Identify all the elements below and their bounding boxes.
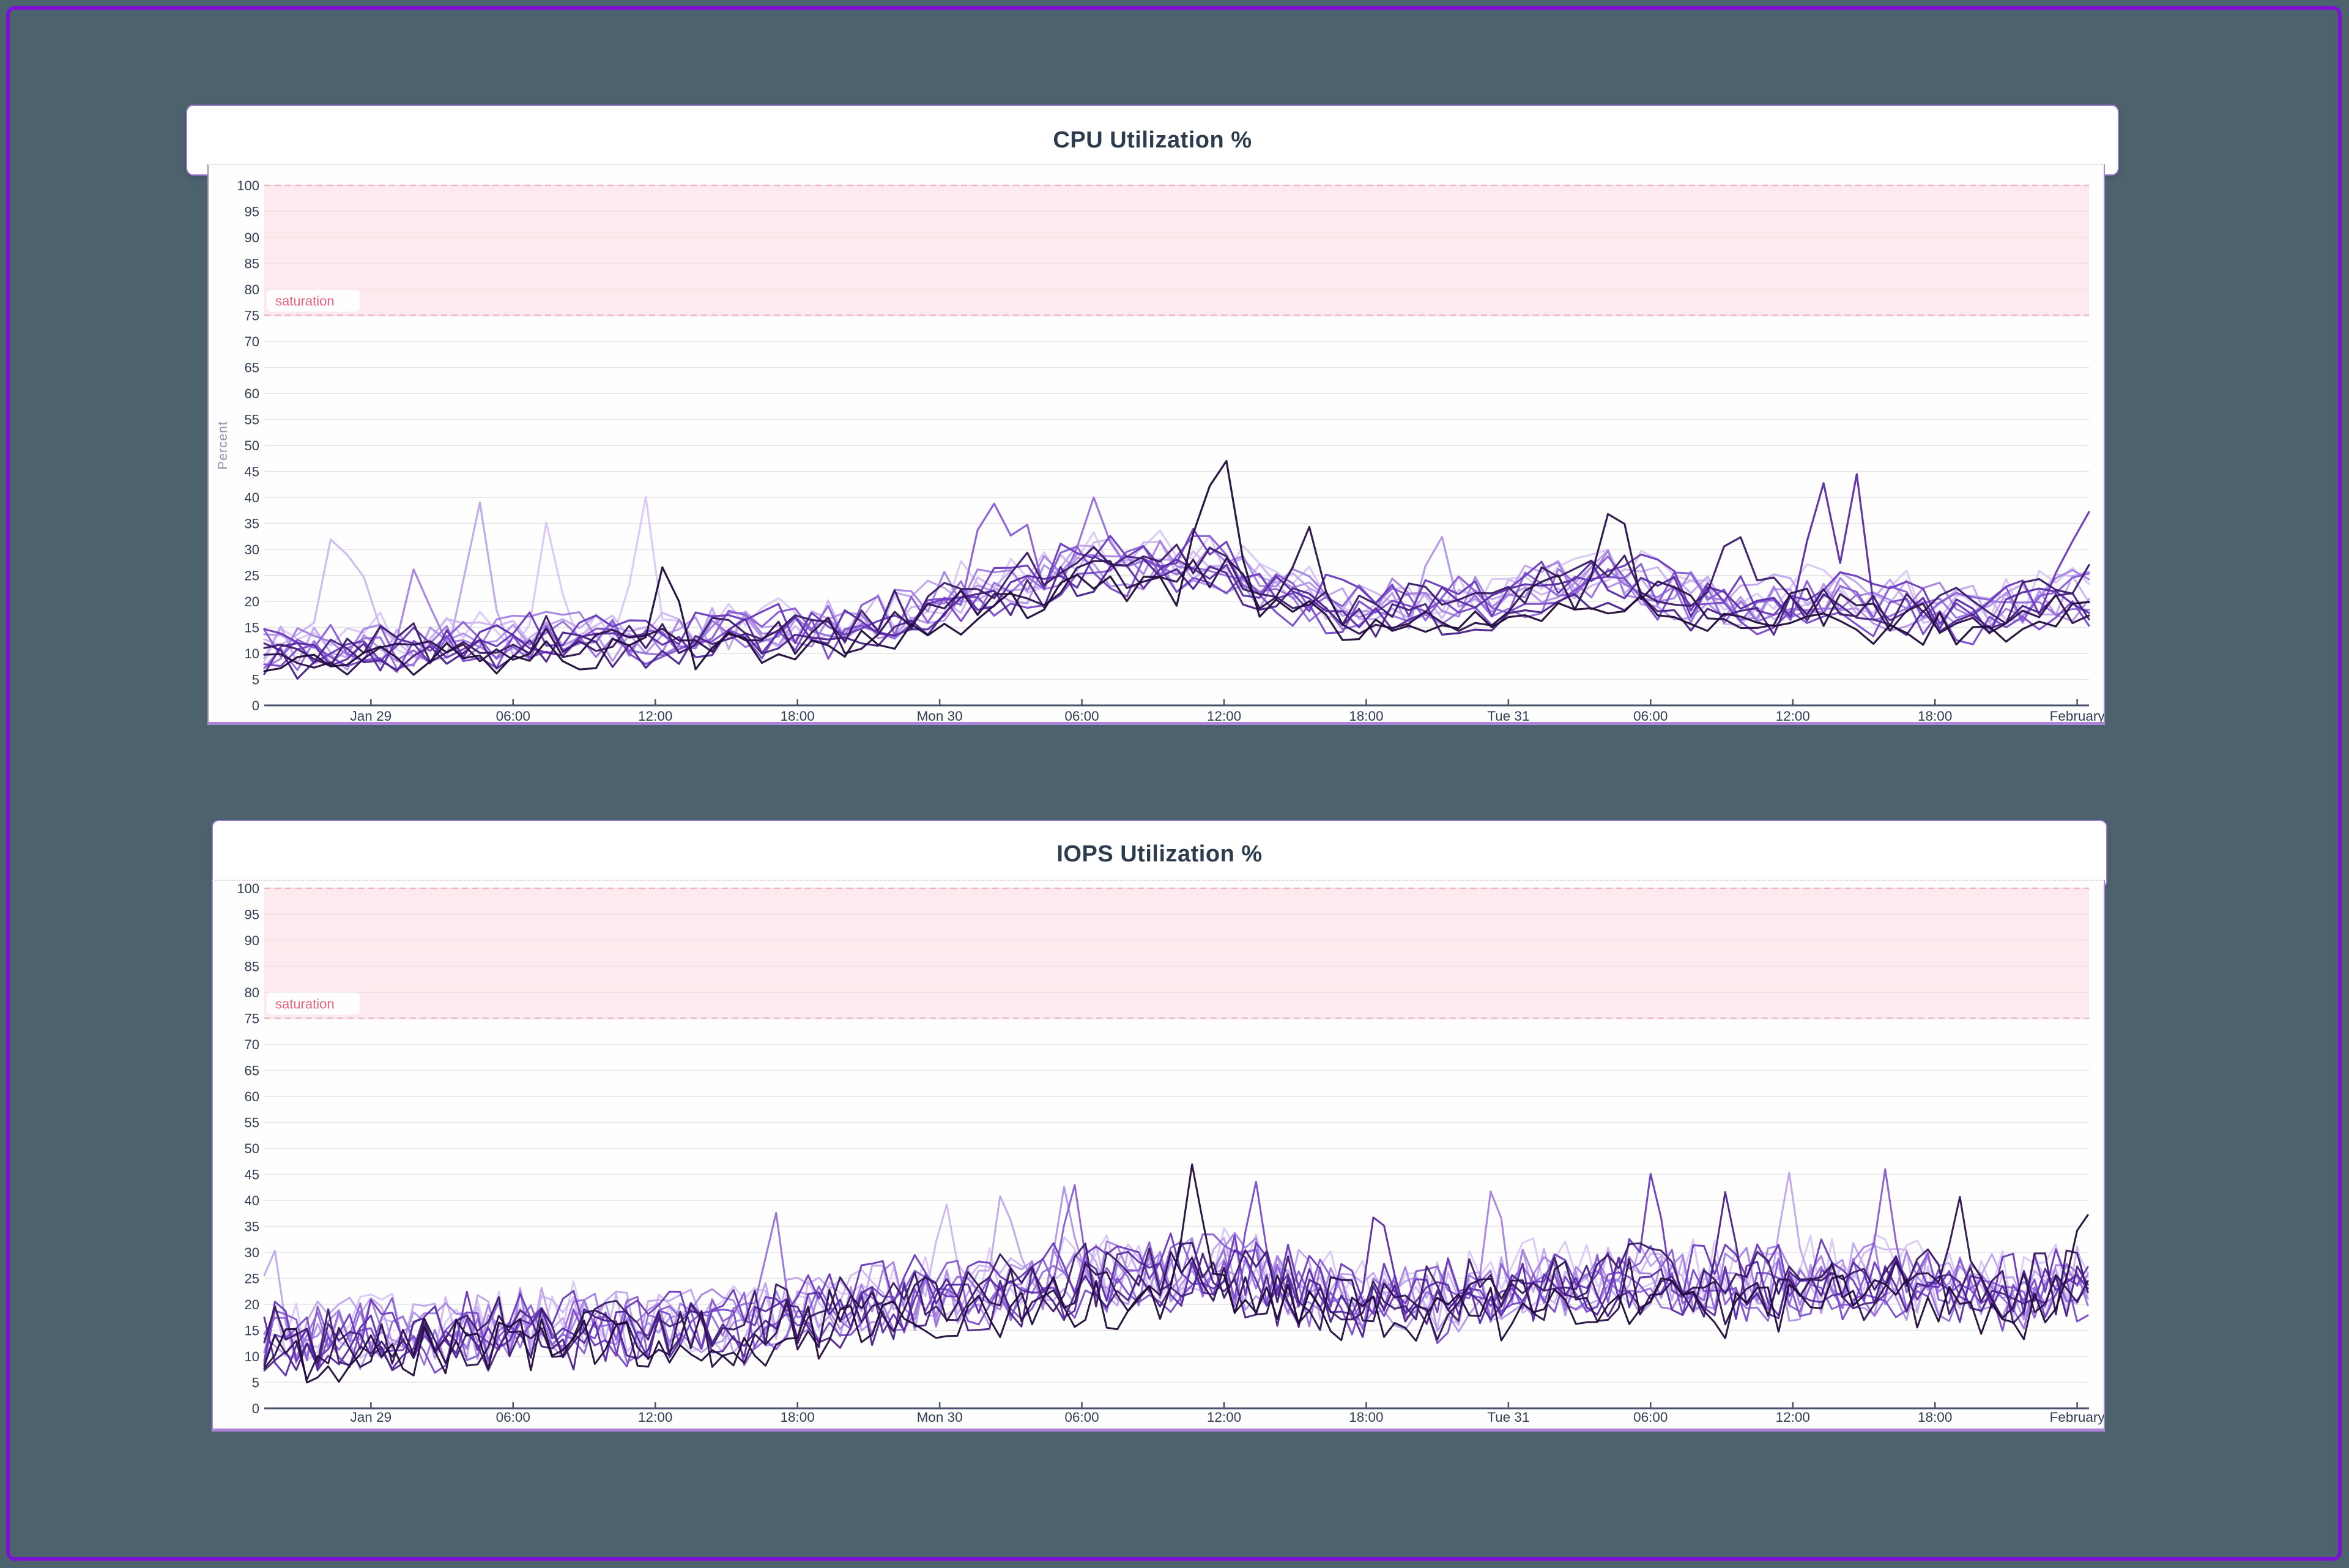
svg-text:55: 55 — [245, 1115, 259, 1131]
svg-text:February: February — [2050, 1410, 2104, 1425]
svg-text:50: 50 — [245, 438, 259, 453]
svg-text:12:00: 12:00 — [638, 708, 672, 722]
svg-text:35: 35 — [245, 516, 259, 532]
svg-text:90: 90 — [245, 230, 259, 245]
svg-text:35: 35 — [245, 1219, 259, 1235]
svg-text:06:00: 06:00 — [496, 708, 530, 722]
svg-text:06:00: 06:00 — [1064, 1410, 1099, 1425]
svg-text:18:00: 18:00 — [780, 708, 814, 722]
svg-text:saturation: saturation — [275, 294, 335, 309]
svg-text:10: 10 — [245, 646, 259, 661]
svg-text:95: 95 — [245, 204, 259, 220]
svg-text:Percent: Percent — [216, 421, 230, 469]
svg-text:80: 80 — [245, 985, 259, 1000]
svg-text:25: 25 — [245, 1271, 259, 1287]
svg-text:60: 60 — [245, 386, 259, 401]
svg-text:40: 40 — [245, 1193, 259, 1208]
svg-text:18:00: 18:00 — [1918, 1410, 1952, 1425]
svg-text:10: 10 — [245, 1349, 259, 1364]
svg-text:Tue 31: Tue 31 — [1487, 708, 1529, 722]
svg-text:18:00: 18:00 — [1918, 708, 1952, 722]
svg-text:5: 5 — [252, 672, 259, 688]
svg-text:75: 75 — [245, 308, 259, 324]
svg-text:Mon 30: Mon 30 — [917, 1410, 963, 1425]
svg-text:12:00: 12:00 — [1776, 708, 1810, 722]
svg-text:06:00: 06:00 — [496, 1410, 530, 1425]
svg-text:50: 50 — [245, 1141, 259, 1156]
iops-chart-panel: saturation 0 5 10 15 20 25 30 35 40 45 50 55 60 65 70 75… — [212, 880, 2105, 1432]
svg-text:5: 5 — [252, 1375, 259, 1391]
svg-text:70: 70 — [245, 1037, 259, 1052]
svg-text:100: 100 — [237, 178, 259, 193]
svg-text:70: 70 — [245, 334, 259, 349]
svg-text:06:00: 06:00 — [1064, 708, 1099, 722]
svg-text:18:00: 18:00 — [1349, 1410, 1383, 1425]
svg-text:12:00: 12:00 — [1776, 1410, 1810, 1425]
cpu-chart-title: CPU Utilization % — [1053, 127, 1252, 153]
svg-text:30: 30 — [245, 542, 259, 557]
svg-text:100: 100 — [237, 881, 259, 896]
svg-text:45: 45 — [245, 464, 259, 480]
svg-text:15: 15 — [245, 1323, 259, 1339]
svg-text:75: 75 — [245, 1011, 259, 1027]
svg-text:Jan 29: Jan 29 — [351, 1410, 392, 1425]
svg-text:90: 90 — [245, 933, 259, 948]
cpu-chart-svg: saturation 0 5 10 15 20 25 30 35 40 45 50 55 60 65 70 75… — [216, 178, 2104, 722]
svg-text:06:00: 06:00 — [1633, 1410, 1668, 1425]
svg-text:85: 85 — [245, 959, 259, 975]
svg-text:February: February — [2050, 708, 2104, 722]
svg-text:15: 15 — [245, 620, 259, 636]
svg-text:40: 40 — [245, 490, 259, 505]
svg-text:18:00: 18:00 — [780, 1410, 814, 1425]
svg-text:20: 20 — [245, 1297, 259, 1312]
svg-text:18:00: 18:00 — [1349, 708, 1383, 722]
svg-text:65: 65 — [245, 360, 259, 376]
svg-text:Tue 31: Tue 31 — [1487, 1410, 1529, 1425]
svg-text:30: 30 — [245, 1245, 259, 1260]
cpu-chart-panel: saturation 0 5 10 15 20 25 30 35 40 45 50 55 60 65 70 75… — [207, 164, 2105, 725]
svg-text:25: 25 — [245, 568, 259, 584]
iops-panel-header: IOPS Utilization % — [212, 820, 2107, 888]
svg-text:55: 55 — [245, 412, 259, 428]
svg-text:65: 65 — [245, 1063, 259, 1079]
iops-chart-title: IOPS Utilization % — [1056, 841, 1263, 867]
svg-text:0: 0 — [252, 1401, 259, 1416]
svg-text:12:00: 12:00 — [638, 1410, 672, 1425]
iops-chart-svg: saturation 0 5 10 15 20 25 30 35 40 45 50 55 60 65 70 75… — [237, 881, 2104, 1425]
svg-text:85: 85 — [245, 256, 259, 272]
svg-text:06:00: 06:00 — [1633, 708, 1668, 722]
svg-text:Jan 29: Jan 29 — [351, 708, 392, 722]
svg-text:95: 95 — [245, 907, 259, 923]
svg-text:20: 20 — [245, 594, 259, 609]
svg-text:45: 45 — [245, 1167, 259, 1183]
svg-text:80: 80 — [245, 282, 259, 297]
svg-text:12:00: 12:00 — [1207, 1410, 1241, 1425]
svg-text:60: 60 — [245, 1089, 259, 1104]
svg-text:12:00: 12:00 — [1207, 708, 1241, 722]
svg-text:0: 0 — [252, 698, 259, 713]
svg-text:saturation: saturation — [275, 997, 335, 1012]
svg-text:Mon 30: Mon 30 — [917, 708, 963, 722]
